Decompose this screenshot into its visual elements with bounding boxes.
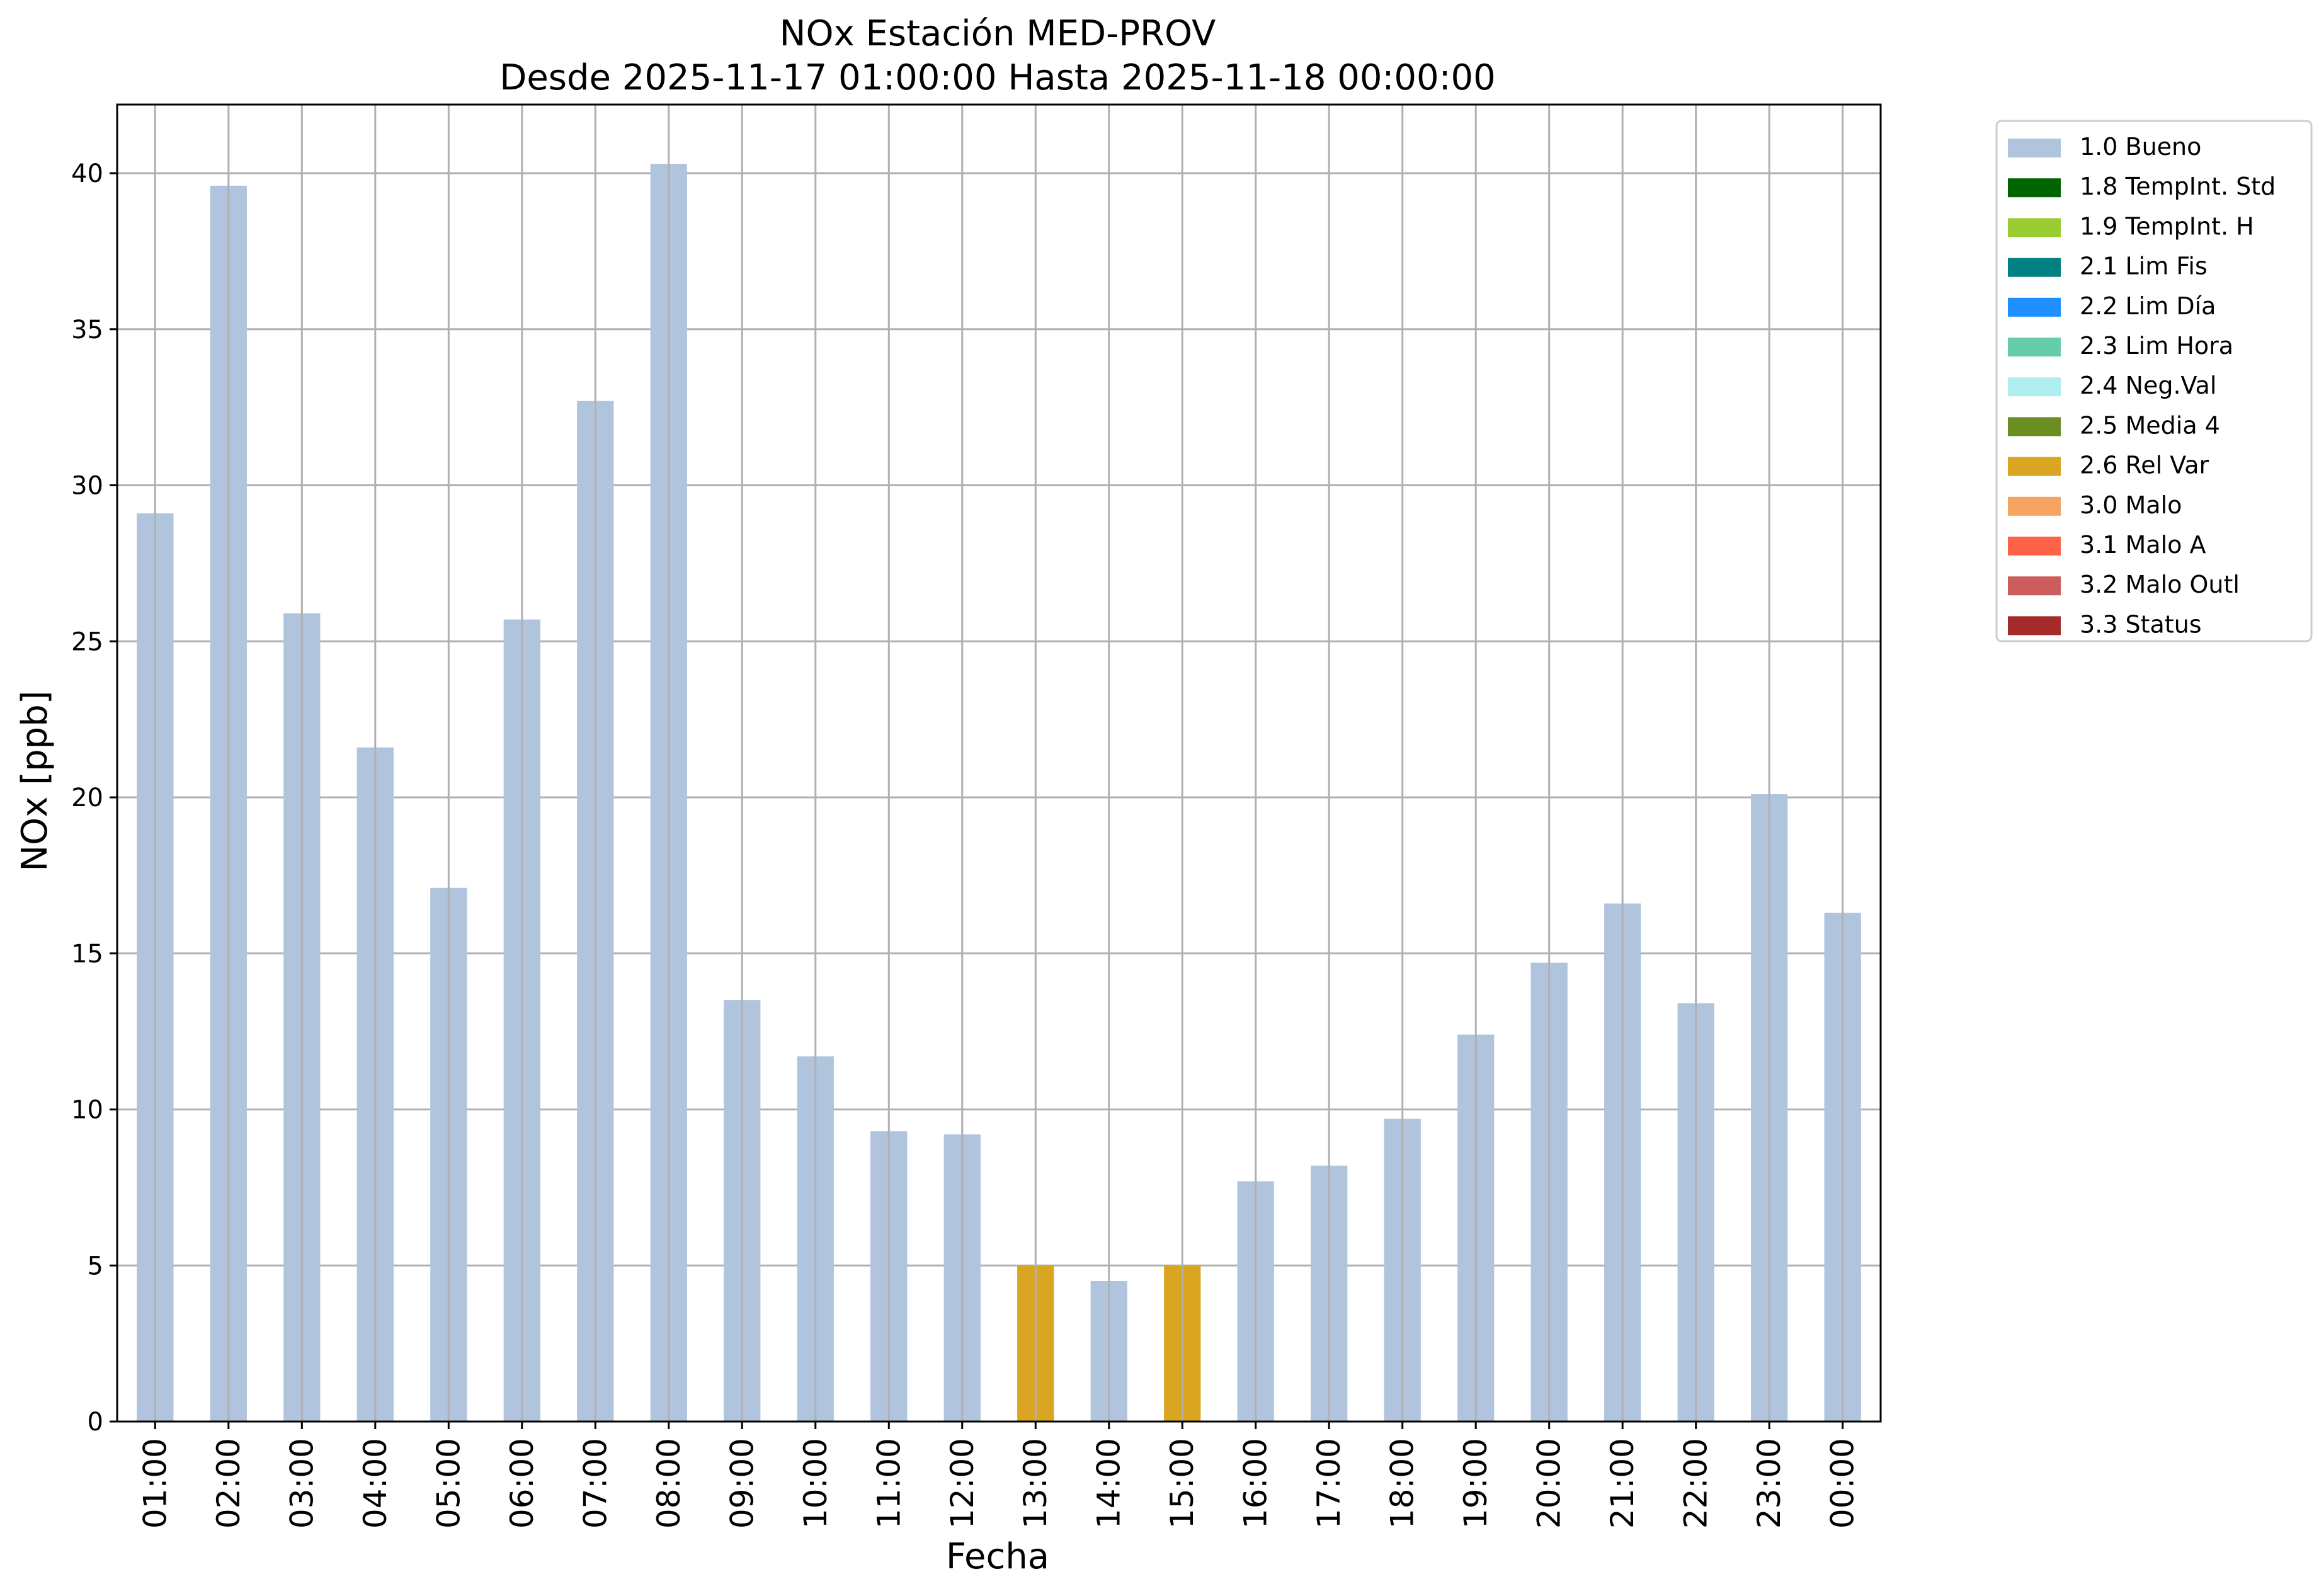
y-tick-label: 10 bbox=[71, 1096, 103, 1125]
legend-swatch bbox=[2008, 218, 2061, 237]
y-axis: 0 5 10 15 20 25 30 35 40 bbox=[71, 159, 117, 1437]
legend-swatch bbox=[2008, 537, 2061, 556]
x-tick-label: 18:00 bbox=[1384, 1438, 1421, 1529]
legend-item-label: 1.0 Bueno bbox=[2080, 133, 2201, 161]
x-tick-label: 07:00 bbox=[577, 1438, 613, 1529]
y-tick-label: 5 bbox=[88, 1251, 103, 1280]
legend-item-label: 3.0 Malo bbox=[2080, 491, 2182, 519]
x-tick-label: 06:00 bbox=[504, 1438, 540, 1529]
y-tick-label: 25 bbox=[71, 627, 103, 656]
x-axis-label: Fecha bbox=[946, 1536, 1049, 1577]
x-tick-label: 01:00 bbox=[137, 1438, 173, 1529]
x-tick-label: 16:00 bbox=[1238, 1438, 1274, 1529]
x-axis: 01:00 02:00 03:00 04:00 05:00 06:00 07:00 08:00… bbox=[137, 1422, 1861, 1529]
x-tick-label: 15:00 bbox=[1164, 1438, 1200, 1529]
y-axis-label: NOx [ppb] bbox=[14, 690, 55, 871]
y-tick-label: 15 bbox=[71, 940, 103, 969]
y-tick-label: 0 bbox=[88, 1408, 103, 1437]
legend-frame bbox=[1995, 120, 2313, 642]
x-tick-label: 17:00 bbox=[1311, 1438, 1347, 1529]
x-tick-label: 03:00 bbox=[283, 1438, 320, 1529]
plot-frame bbox=[116, 103, 1882, 1423]
x-tick-label: 11:00 bbox=[870, 1438, 907, 1529]
legend-swatch bbox=[2008, 178, 2061, 198]
legend-item-label: 2.6 Rel Var bbox=[2080, 452, 2209, 479]
legend-item-label: 2.3 Lim Hora bbox=[2080, 332, 2233, 360]
legend-item-label: 1.8 TempInt. Std bbox=[2080, 173, 2276, 200]
x-tick-label: 20:00 bbox=[1531, 1438, 1568, 1529]
legend-item-label: 2.4 Neg.Val bbox=[2080, 372, 2216, 399]
legend-item-label: 3.3 Status bbox=[2080, 610, 2202, 638]
x-tick-label: 05:00 bbox=[430, 1438, 467, 1529]
legend-swatch bbox=[2008, 258, 2061, 277]
x-tick-label: 04:00 bbox=[357, 1438, 394, 1529]
x-tick-label: 00:00 bbox=[1825, 1438, 1861, 1529]
x-tick-label: 08:00 bbox=[651, 1438, 687, 1529]
y-tick-label: 20 bbox=[71, 784, 103, 812]
legend-swatch bbox=[2008, 616, 2061, 636]
legend-swatch bbox=[2008, 496, 2061, 516]
legend-item-label: 2.2 Lim Día bbox=[2080, 292, 2216, 320]
legend-item-label: 3.1 Malo A bbox=[2080, 531, 2206, 559]
x-tick-label: 23:00 bbox=[1751, 1438, 1787, 1529]
legend: 1.0 Bueno 1.8 TempInt. Std 1.9 TempInt. H 2… bbox=[1995, 120, 2313, 642]
chart-title: NOx Estación MED-PROV bbox=[780, 13, 1216, 54]
x-tick-label: 21:00 bbox=[1604, 1438, 1641, 1529]
legend-swatch bbox=[2008, 338, 2061, 356]
x-tick-label: 14:00 bbox=[1091, 1438, 1127, 1529]
x-tick-label: 02:00 bbox=[210, 1438, 247, 1529]
x-tick-label: 12:00 bbox=[944, 1438, 981, 1529]
legend-swatch bbox=[2008, 576, 2061, 596]
legend-item-label: 2.1 Lim Fis bbox=[2080, 253, 2208, 280]
bars bbox=[137, 105, 1861, 1422]
legend-item-label: 2.5 Media 4 bbox=[2080, 411, 2220, 439]
y-tick-label: 40 bbox=[71, 159, 103, 188]
x-tick-label: 10:00 bbox=[797, 1438, 834, 1529]
legend-swatch bbox=[2008, 417, 2061, 436]
x-tick-label: 09:00 bbox=[724, 1438, 760, 1529]
chart-subtitle: Desde 2025-11-17 01:00:00 Hasta 2025-11-… bbox=[499, 57, 1496, 98]
y-tick-label: 35 bbox=[71, 316, 103, 345]
legend-swatch bbox=[2008, 377, 2061, 397]
x-tick-label: 13:00 bbox=[1017, 1438, 1054, 1529]
grid-lines bbox=[117, 172, 1881, 1423]
x-tick-label: 22:00 bbox=[1678, 1438, 1714, 1529]
y-tick-label: 30 bbox=[71, 472, 103, 501]
legend-item-label: 1.9 TempInt. H bbox=[2080, 212, 2254, 240]
legend-swatch bbox=[2008, 457, 2061, 476]
legend-swatch bbox=[2008, 297, 2061, 317]
x-tick-label: 19:00 bbox=[1457, 1438, 1494, 1529]
legend-swatch bbox=[2008, 139, 2061, 157]
legend-item-label: 3.2 Malo Outl bbox=[2080, 571, 2240, 598]
